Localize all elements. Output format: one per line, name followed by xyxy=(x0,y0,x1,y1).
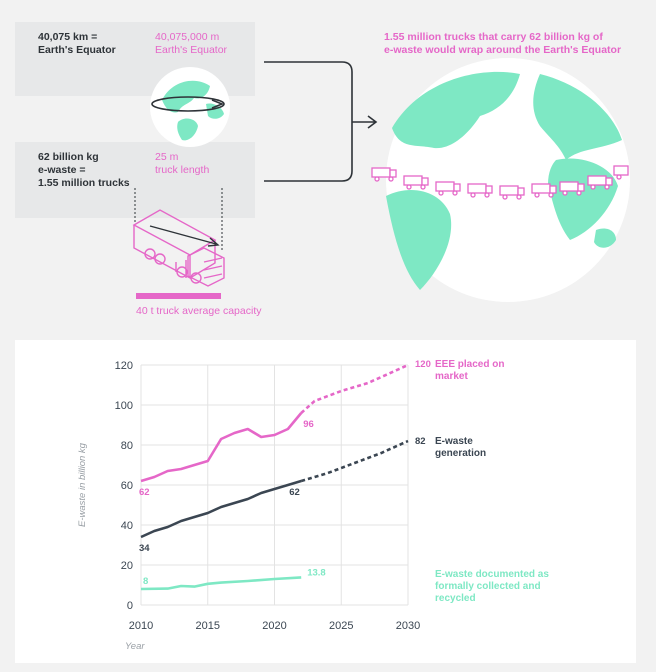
y-tick-label: 60 xyxy=(121,480,133,492)
series-label: EEE placed on xyxy=(435,359,504,370)
data-label: 62 xyxy=(289,487,300,498)
headline-text: 1.55 million trucks that carry 62 billio… xyxy=(384,31,622,56)
x-tick-label: 2010 xyxy=(129,620,153,632)
equator-km-text: 40,075 km = Earth's Equator xyxy=(38,31,116,56)
data-label: 62 xyxy=(139,487,150,498)
x-axis-title: Year xyxy=(125,641,145,652)
series-projection-0 xyxy=(300,363,409,414)
truck-chain-icon xyxy=(371,165,629,200)
y-axis-title: E-waste in billion kg xyxy=(77,442,88,527)
series-label: formally collected and xyxy=(435,581,541,592)
x-tick-label: 2015 xyxy=(196,620,220,632)
y-tick-label: 100 xyxy=(115,400,133,412)
series-line-1 xyxy=(140,479,302,539)
truck-icon xyxy=(132,209,225,287)
x-tick-label: 2030 xyxy=(396,620,420,632)
infographic-graphics xyxy=(132,58,630,302)
equator-m-text: 40,075,000 m Earth's Equator xyxy=(155,31,228,56)
truck-capacity-text: 40 t truck average capacity xyxy=(136,305,262,317)
series-projection-1 xyxy=(300,439,409,483)
big-globe-icon xyxy=(386,58,630,302)
small-globe-icon xyxy=(150,67,230,147)
connector-bracket xyxy=(264,61,353,182)
data-label: 8 xyxy=(143,576,148,587)
end-value-label: 120 xyxy=(415,359,431,370)
x-tick-label: 2025 xyxy=(329,620,353,632)
x-tick-label: 2020 xyxy=(262,620,286,632)
truck-length-text: 25 m truck length xyxy=(155,151,210,176)
series-label: E-waste xyxy=(435,436,473,447)
data-label: 13.8 xyxy=(307,567,326,578)
y-tick-label: 80 xyxy=(121,440,133,452)
capacity-bar xyxy=(136,293,221,299)
y-tick-label: 20 xyxy=(121,560,133,572)
data-label: 34 xyxy=(139,543,150,554)
end-value-label: 82 xyxy=(415,436,426,447)
y-tick-label: 0 xyxy=(127,600,133,612)
y-tick-label: 40 xyxy=(121,520,133,532)
ewaste-line-chart: 0 20 40 60 80 100 120 2010 2015 2020 2025 2030 Year E… xyxy=(77,359,549,652)
series-label: generation xyxy=(435,448,486,459)
y-tick-label: 120 xyxy=(115,360,133,372)
series-label: market xyxy=(435,371,468,382)
ewaste-trucks-text: 62 billion kg e-waste = 1.55 million tru… xyxy=(38,151,130,189)
series-line-2 xyxy=(140,576,302,591)
chart-card: 0 20 40 60 80 100 120 2010 2015 2020 2025 2030 Year E… xyxy=(15,340,636,663)
series-label: E-waste documented as xyxy=(435,569,549,580)
data-label: 96 xyxy=(303,419,314,430)
connector-arrow xyxy=(352,115,378,129)
series-line-0 xyxy=(140,412,303,483)
series-label: recycled xyxy=(435,593,476,604)
